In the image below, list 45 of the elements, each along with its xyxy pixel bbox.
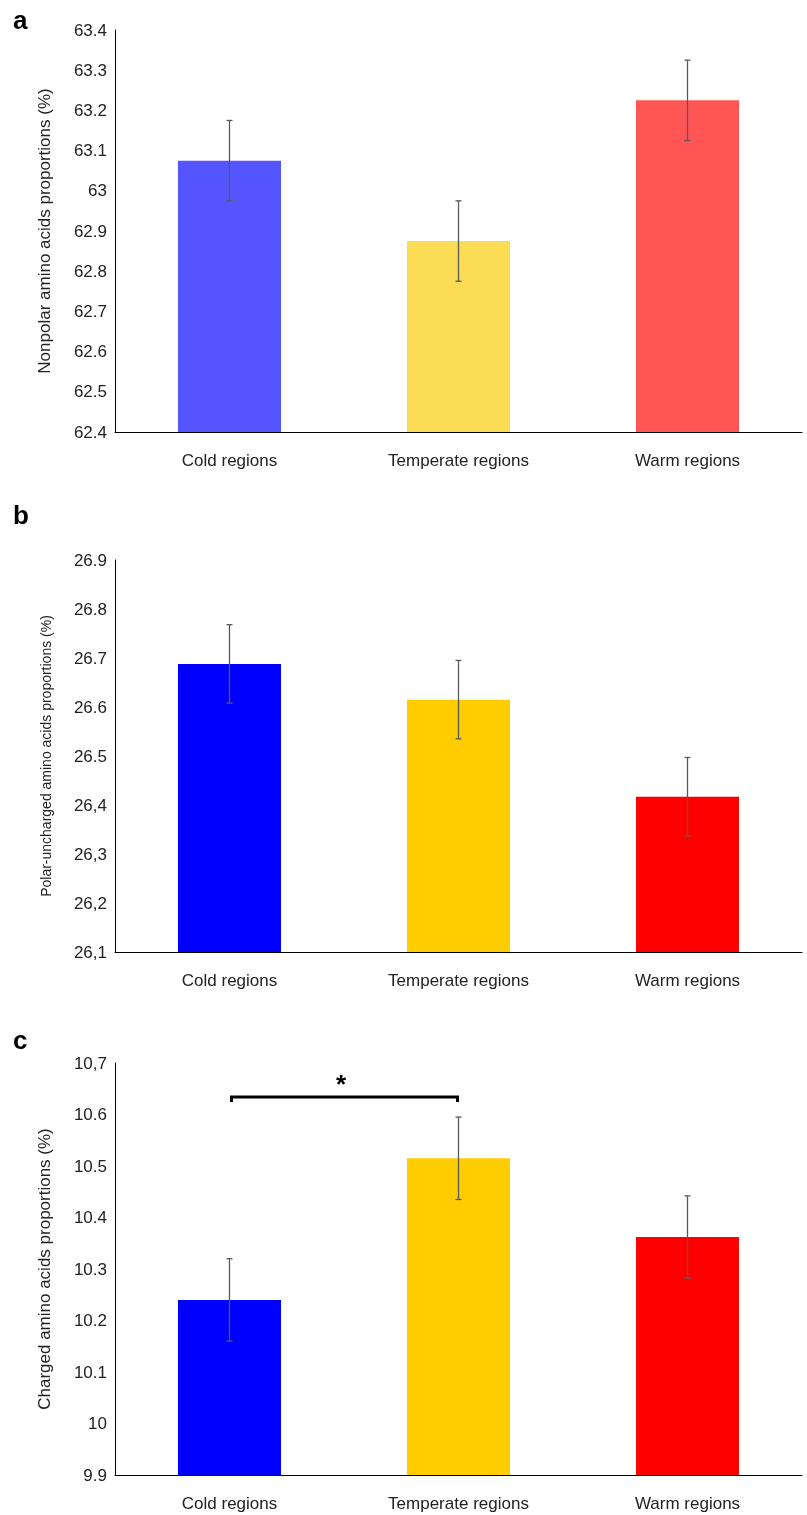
y-tick-label: 26,3: [73, 844, 107, 864]
y-tick-label: 63.1: [73, 141, 107, 161]
x-tick-label: Cold regions: [181, 1494, 278, 1513]
x-tick-label: Warm regions: [634, 971, 741, 990]
y-tick-label: 9.9: [83, 1465, 107, 1485]
y-tick-label: 26,2: [73, 893, 107, 913]
y-axis-title: Charged amino acids proportions (%): [35, 1128, 54, 1410]
y-tick-label: 62.7: [73, 301, 107, 321]
y-tick-label: 62.4: [73, 422, 107, 442]
y-tick-label: 10: [88, 1414, 107, 1433]
y-tick-label: 26.5: [73, 746, 107, 766]
y-tick-label: 10.5: [73, 1156, 107, 1176]
y-tick-label: 10,7: [73, 1053, 107, 1073]
y-tick-label: 26,4: [73, 795, 107, 815]
chart-title: b: [13, 500, 29, 530]
y-tick-label: 26,1: [73, 942, 107, 962]
annotation: *: [336, 1069, 347, 1101]
y-tick-label: 26.6: [73, 697, 107, 717]
y-tick-label: 63: [88, 181, 107, 201]
y-tick-label: 62.8: [73, 261, 107, 281]
chart-title: a: [13, 5, 28, 35]
y-tick-label: 26.9: [73, 550, 107, 570]
y-tick-label: 10.3: [73, 1259, 107, 1279]
y-tick-label: 26.7: [73, 648, 107, 668]
y-tick-label: 10.4: [73, 1208, 107, 1227]
x-tick-label: Cold regions: [181, 451, 278, 470]
y-tick-label: 26.8: [73, 599, 107, 619]
y-axis-title: Polar-uncharged amino acids proportions (%): [38, 615, 54, 897]
x-tick-label: Temperate regions: [388, 451, 529, 470]
y-tick-label: 63.3: [73, 60, 107, 80]
y-tick-label: 62.5: [73, 382, 107, 402]
x-tick-label: Temperate regions: [388, 1494, 529, 1513]
x-tick-label: Warm regions: [634, 451, 741, 470]
y-tick-label: 62.9: [73, 221, 107, 241]
y-tick-label: 63.4: [73, 20, 107, 40]
chart-title: c: [13, 1025, 28, 1055]
x-tick-label: Warm regions: [634, 1494, 741, 1513]
x-tick-label: Temperate regions: [388, 971, 529, 990]
y-axis-title: Nonpolar amino acids proportions (%): [35, 88, 54, 374]
y-tick-label: 10.2: [73, 1311, 107, 1330]
y-tick-label: 62.6: [73, 342, 107, 362]
y-tick-label: 63.2: [73, 100, 107, 120]
y-tick-label: 10.6: [73, 1105, 107, 1124]
x-tick-label: Cold regions: [181, 971, 278, 990]
y-tick-label: 10.1: [73, 1362, 107, 1382]
